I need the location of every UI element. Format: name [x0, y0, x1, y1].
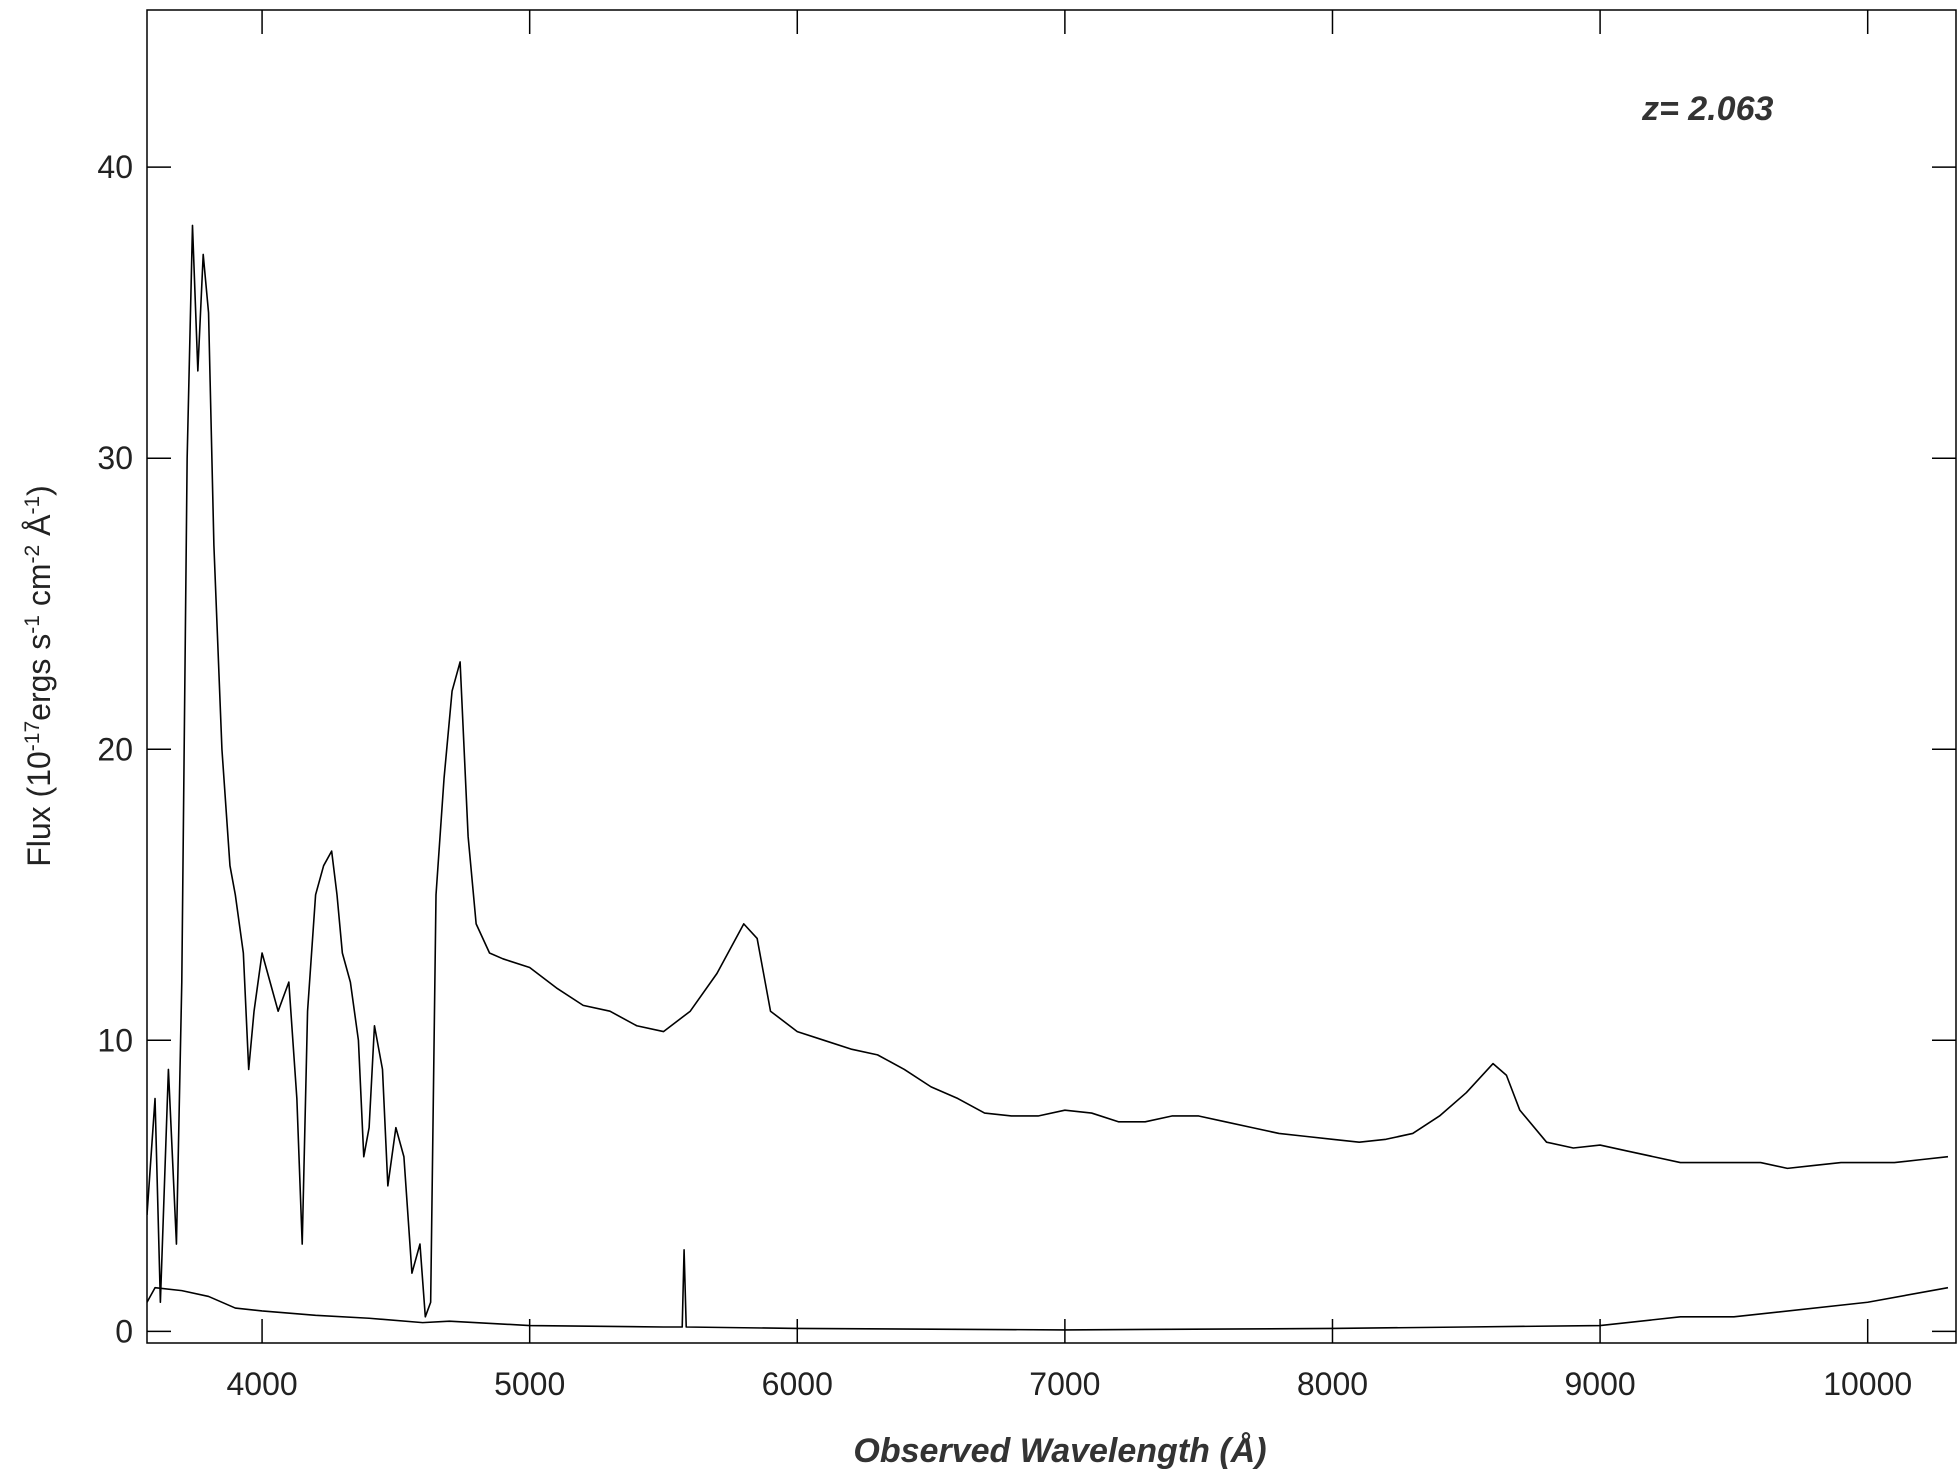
x-tick-label: 6000: [762, 1366, 833, 1402]
y-axis-label: Flux (10-17ergs s-1 cm-2 Å-1): [21, 485, 58, 867]
y-axis-label-part: -1: [21, 496, 44, 515]
x-axis-label: Observed Wavelength (Å): [853, 1432, 1266, 1470]
y-tick-label: 20: [97, 731, 133, 767]
plot-frame: [146, 9, 1957, 1344]
x-tick-label: 7000: [1029, 1366, 1100, 1402]
x-tick-label: 10000: [1823, 1366, 1912, 1402]
y-axis-label-part: -2: [21, 545, 44, 564]
y-axis-label-part: ): [21, 485, 57, 496]
annotation: z= 2.063: [1641, 90, 1773, 128]
x-tick-label: 9000: [1564, 1366, 1635, 1402]
y-axis-label-part: Flux (10: [21, 751, 57, 867]
y-tick-label: 0: [115, 1313, 133, 1349]
spectrum-line: [147, 1249, 1949, 1331]
spectrum-line: [147, 224, 1949, 1318]
y-tick-label: 40: [97, 149, 133, 185]
x-tick-label: 4000: [226, 1366, 297, 1402]
y-axis-label-part: cm: [21, 563, 57, 615]
y-axis-label-part: ergs s: [21, 634, 57, 721]
x-tick-label: 5000: [494, 1366, 565, 1402]
x-tick-label: 8000: [1297, 1366, 1368, 1402]
y-tick-label: 30: [97, 440, 133, 476]
y-tick-label: 10: [97, 1022, 133, 1058]
y-axis-label-part: -1: [21, 615, 44, 634]
y-axis-label-part: -17: [21, 721, 44, 751]
y-axis-label-part: Å: [21, 514, 57, 545]
